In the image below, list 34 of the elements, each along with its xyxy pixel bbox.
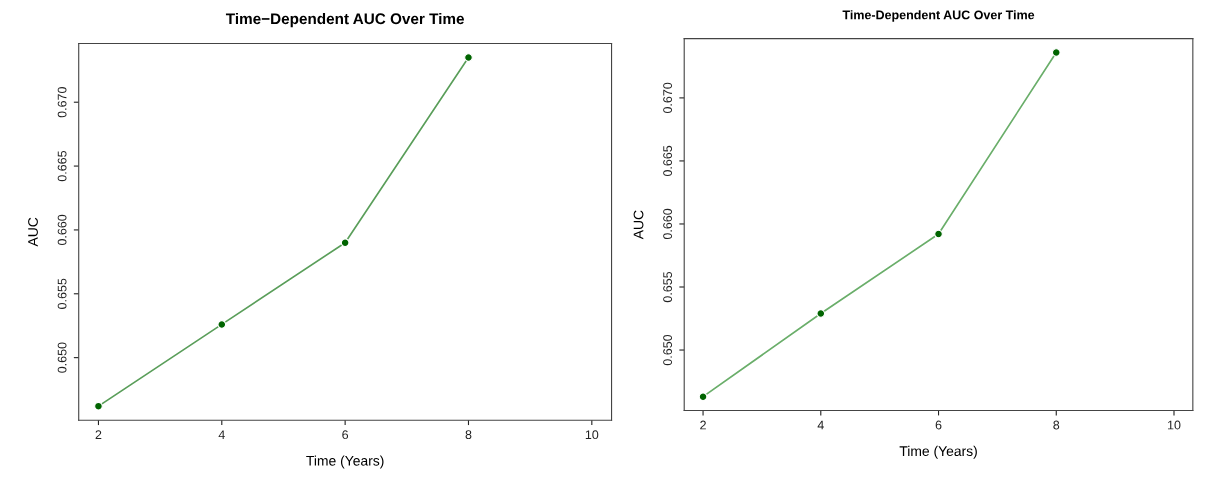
- x-tick-label: 8: [465, 430, 472, 440]
- point: [816, 309, 826, 318]
- y-tick-label: 0.650: [663, 334, 673, 366]
- point: [94, 401, 103, 411]
- y-tick-label: 0.655: [663, 271, 673, 303]
- x-tick-label: 6: [935, 420, 942, 430]
- chart-title: Time-Dependent AUC Over Time: [842, 10, 1035, 22]
- x-tick-label: 2: [700, 420, 706, 430]
- y-tick-label: 0.660: [663, 208, 673, 240]
- y-tick-label: 0.655: [57, 278, 67, 309]
- point: [217, 320, 227, 329]
- y-tick-label: 0.665: [57, 150, 67, 182]
- point: [340, 238, 350, 248]
- y-tick-label: 0.670: [57, 87, 67, 118]
- x-tick-label: 10: [1168, 420, 1181, 430]
- y-axis-title: AUC: [28, 217, 38, 247]
- x-tick-label: 4: [218, 430, 225, 439]
- point: [698, 392, 708, 402]
- y-axis-title: AUC: [633, 210, 644, 240]
- chart-title: Time−Dependent AUC Over Time: [225, 12, 464, 28]
- x-axis-title: Time (Years): [306, 455, 384, 469]
- y-tick-label: 0.670: [663, 82, 673, 114]
- y-tick-label: 0.650: [57, 342, 67, 373]
- x-tick-label: 4: [817, 420, 824, 430]
- x-tick-label: 2: [95, 430, 102, 439]
- x-tick-label: 8: [1053, 420, 1060, 430]
- point: [464, 53, 473, 62]
- y-tick-label: 0.665: [663, 145, 673, 177]
- point: [934, 229, 943, 239]
- y-tick-label: 0.660: [57, 214, 67, 246]
- point: [1051, 48, 1061, 57]
- x-axis-title: Time (Years): [899, 445, 977, 459]
- x-tick-label: 6: [342, 430, 349, 440]
- x-tick-label: 10: [585, 430, 599, 440]
